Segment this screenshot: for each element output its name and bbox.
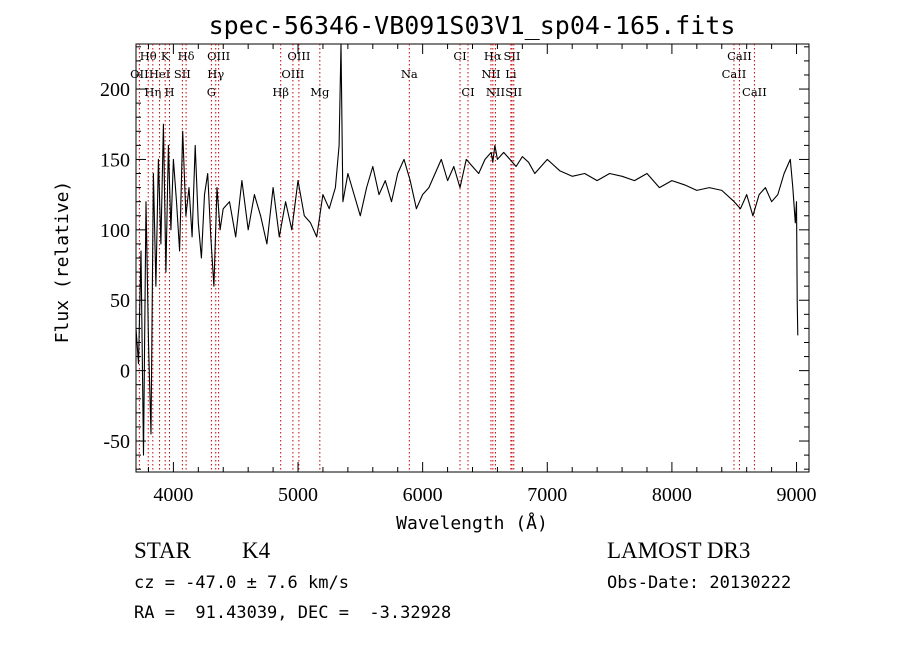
y-tick-label: 100 (100, 220, 130, 242)
x-axis-label: Wavelength (Å) (396, 512, 548, 534)
object-type: STAR (134, 538, 191, 563)
obs-date: Obs-Date: 20130222 (607, 573, 792, 593)
spectral-line-label: H (165, 85, 175, 99)
spectral-line-label: OIII (207, 49, 230, 63)
spectral-line-label: SII (504, 49, 521, 63)
object-subclass: K4 (242, 538, 271, 563)
spectral-line-label: OIII (287, 49, 310, 63)
spectral-line-label: CaII (727, 49, 752, 63)
spectral-line-label: NII (486, 85, 505, 99)
spectral-line-label: K (161, 49, 170, 63)
x-tick-label: 4000 (153, 484, 193, 506)
spectral-line-label: SII (174, 67, 191, 81)
spectral-line-label: Hθ (140, 49, 157, 63)
y-axis-label: Flux (relative) (52, 181, 73, 344)
spectral-line-label: Mg (310, 85, 330, 99)
redshift-cz: cz = -47.0 ± 7.6 km/s (134, 573, 349, 593)
spectral-line-label: Hη (144, 85, 161, 99)
spectral-line-label: CaII (742, 85, 767, 99)
spectral-line-label: G (207, 85, 216, 99)
spectral-line-label: OIII (281, 67, 304, 81)
axis-tick-labels: 4000 5000 6000 7000 8000 9000 -50 0 50 100 150 200 (100, 79, 817, 506)
spectral-line-label: NII (481, 67, 500, 81)
y-tick-label: 150 (100, 149, 130, 171)
x-tick-label: 5000 (278, 484, 318, 506)
ra-dec: RA = 91.43039, DEC = -3.32928 (134, 603, 452, 623)
chart-title: spec-56346-VB091S03V1_sp04-165.fits (209, 11, 736, 40)
spectral-line-label: Hδ (178, 49, 195, 63)
plot-frame (135, 43, 810, 473)
x-tick-label: 8000 (652, 484, 692, 506)
axis-ticks (136, 44, 809, 472)
x-tick-label: 6000 (403, 484, 443, 506)
spectral-line-label: CI (453, 49, 466, 63)
y-tick-label: 200 (100, 79, 130, 101)
spectrum-line (135, 43, 799, 456)
spectral-line-label: Hα (484, 49, 502, 63)
spectral-line-label: HeI (149, 67, 170, 81)
survey-name: LAMOST DR3 (607, 538, 751, 563)
x-tick-label: 9000 (777, 484, 817, 506)
spectral-line-label: CI (461, 85, 474, 99)
y-tick-label: -50 (103, 431, 130, 453)
y-tick-label: 0 (120, 361, 130, 383)
spectral-line-label: OII (130, 67, 149, 81)
spectral-line-label: Na (401, 67, 418, 81)
spectral-line-label: Li (505, 67, 517, 81)
x-tick-label: 7000 (527, 484, 567, 506)
spectral-line-markers: Hθ OII Hη HeI K SII H Hδ OIII Hγ G Hβ OIII OIII Mg Na CI… (130, 44, 767, 472)
spectral-line-label: Hγ (207, 67, 224, 81)
spectral-line-label: Hβ (272, 85, 289, 99)
y-tick-label: 50 (110, 290, 130, 312)
spectral-line-label: SII (505, 85, 522, 99)
spectral-line-label: CaII (722, 67, 747, 81)
